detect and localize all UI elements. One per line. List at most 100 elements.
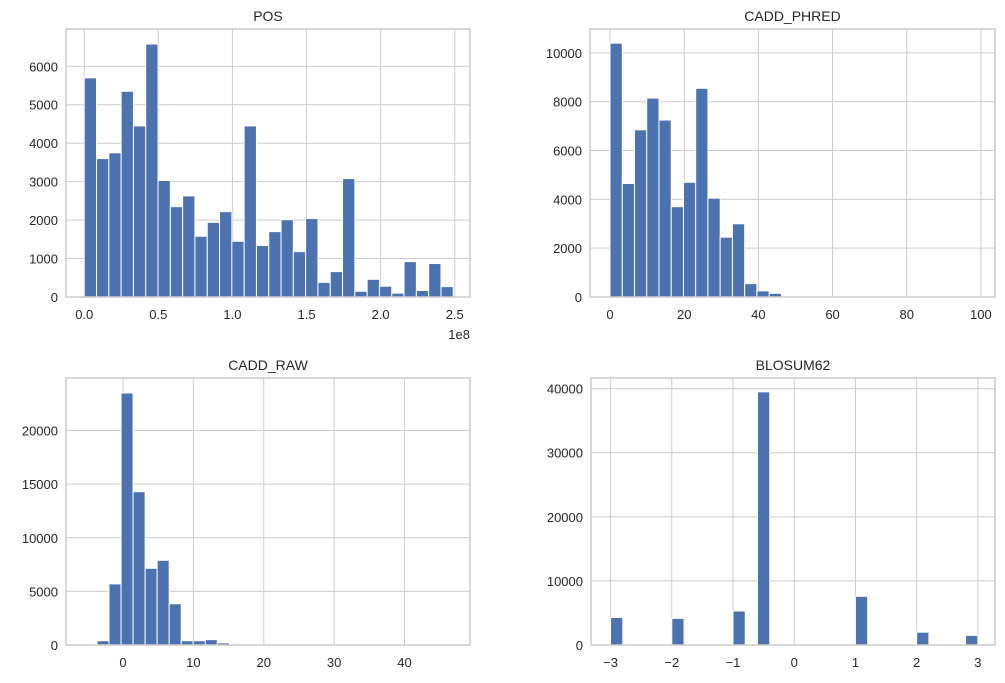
x-tick-label: −2	[664, 655, 679, 670]
histogram-bar	[756, 290, 770, 298]
histogram-bar	[440, 286, 454, 298]
histogram-bar	[731, 223, 746, 298]
histogram-bar	[231, 240, 245, 298]
x-tick-label: 60	[825, 307, 839, 322]
y-tick-label: 0	[576, 638, 583, 653]
histogram-bar	[317, 281, 331, 298]
histogram-bar	[132, 491, 146, 646]
axes-frame	[65, 28, 471, 298]
x-tick-label: 1.0	[223, 307, 241, 322]
x-tick-label: 20	[257, 655, 271, 670]
x-tick-label: 2.0	[372, 307, 390, 322]
axes-frame	[590, 377, 996, 646]
histogram-bar	[621, 183, 636, 298]
x-tick-label: −3	[603, 655, 618, 670]
y-tick-label: 30000	[547, 446, 583, 461]
histogram-bar	[682, 181, 697, 298]
x-tick-label: 0.5	[149, 307, 167, 322]
axes-frame	[65, 377, 471, 646]
x-tick-label: 0.0	[75, 307, 93, 322]
histogram-bar	[428, 263, 442, 298]
x-tick-label: 0	[606, 307, 613, 322]
y-tick-label: 2000	[553, 241, 582, 256]
histogram-bar	[646, 97, 660, 298]
x-tick-label: 30	[327, 655, 341, 670]
panel-title: BLOSUM62	[756, 357, 831, 373]
y-tick-label: 20000	[547, 510, 583, 525]
histogram-bar	[120, 392, 134, 646]
x-tick-label: 40	[397, 655, 411, 670]
y-tick-label: 0	[51, 638, 58, 653]
histogram-bar	[610, 616, 624, 646]
histogram-bar	[342, 178, 356, 298]
histogram-bar	[204, 639, 218, 646]
histogram-bar	[707, 197, 721, 298]
histogram-bar	[609, 42, 623, 298]
histogram-bar	[255, 244, 270, 298]
histogram-bar	[108, 583, 122, 646]
x-tick-label: 0	[791, 655, 798, 670]
x-tick-label: 1.5	[297, 307, 315, 322]
y-tick-label: 2000	[29, 213, 58, 228]
histogram-bar	[671, 617, 685, 646]
x-tick-label: 20	[677, 307, 691, 322]
x-tick-label: 100	[970, 307, 992, 322]
histogram-bar	[145, 43, 159, 298]
x-tick-label: 3	[974, 655, 981, 670]
y-tick-label: 6000	[29, 59, 58, 74]
histogram-bar	[965, 634, 979, 646]
histogram-bar	[658, 119, 672, 298]
panel-cadd-phred: 0 20 40 60 80 100 0 2000 4000 6000 8000 10000 CADD_P…	[546, 8, 996, 322]
histogram-bar	[182, 195, 196, 298]
y-tick-label: 4000	[29, 136, 58, 151]
x-tick-label: 2.5	[446, 307, 464, 322]
histogram-bar	[268, 231, 282, 298]
y-tick-label: 0	[575, 290, 582, 305]
histogram-bar	[96, 158, 110, 298]
y-tick-label: 10000	[22, 531, 58, 546]
histogram-bar	[403, 261, 417, 298]
panel-title: CADD_PHRED	[744, 8, 840, 24]
histogram-bar	[670, 206, 684, 298]
x-tick-label: 80	[899, 307, 913, 322]
histogram-bar	[719, 236, 733, 298]
panel-pos: 0.0 0.5 1.0 1.5 2.0 2.5 0 1000 2000 3000 4000 5000 6…	[29, 8, 471, 342]
y-tick-label: 10000	[546, 46, 582, 61]
panel-blosum62: −3 −2 −1 0 1 2 3 0 10000 20000 30000 40000 BLOSUM62	[547, 357, 996, 670]
x-tick-label: 2	[913, 655, 920, 670]
histogram-bar	[916, 631, 930, 646]
histogram-bar	[120, 90, 134, 298]
histogram-bar	[378, 285, 393, 298]
histogram-bar	[156, 559, 170, 646]
x-tick-label: 40	[751, 307, 765, 322]
y-tick-label: 1000	[29, 252, 58, 267]
histogram-bar	[634, 129, 648, 298]
histogram-bar	[366, 278, 380, 298]
histogram-bar	[144, 567, 158, 646]
histogram-bar	[744, 283, 758, 298]
y-tick-label: 8000	[553, 95, 582, 110]
y-tick-label: 15000	[22, 477, 58, 492]
histogram-bar	[292, 251, 307, 298]
y-tick-label: 40000	[547, 382, 583, 397]
histogram-bar	[168, 603, 182, 646]
histogram-bar	[854, 595, 869, 646]
y-tick-label: 3000	[29, 175, 58, 190]
axes-frame	[589, 28, 996, 298]
histogram-bar	[108, 152, 122, 298]
y-tick-label: 20000	[22, 424, 58, 439]
panel-title: POS	[253, 8, 283, 24]
x-tick-label: −1	[726, 655, 741, 670]
x-tick-label: 1	[852, 655, 859, 670]
panel-title: CADD_RAW	[228, 357, 308, 373]
histogram-bar	[415, 289, 430, 298]
histogram-bar	[169, 206, 184, 298]
y-tick-label: 5000	[29, 584, 58, 599]
x-tick-label: 0	[119, 655, 126, 670]
histogram-bar	[243, 125, 257, 298]
y-tick-label: 4000	[553, 192, 582, 207]
histogram-bar	[157, 179, 171, 298]
histogram-bar	[329, 271, 344, 298]
x-offset-label: 1e8	[448, 327, 470, 342]
